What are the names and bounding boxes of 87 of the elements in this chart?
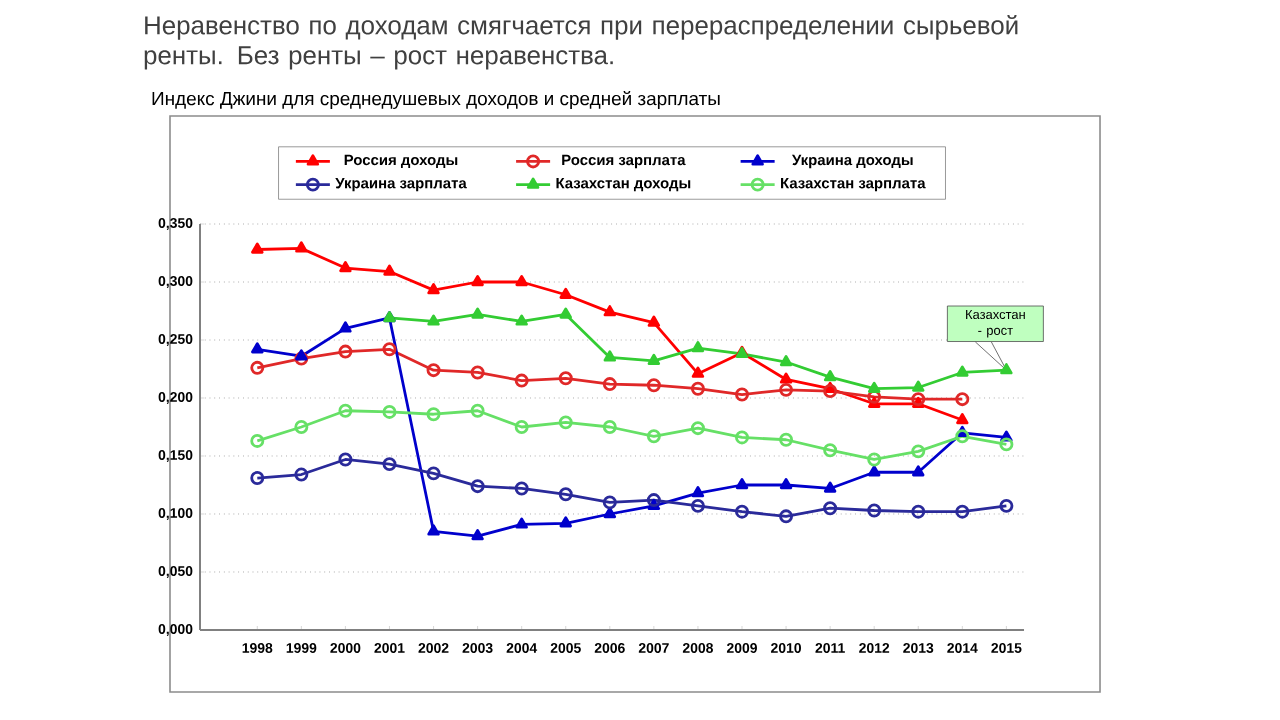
point (515, 275, 528, 287)
point (867, 503, 882, 518)
point (295, 349, 308, 361)
point (294, 420, 309, 434)
point (294, 467, 309, 482)
point (823, 370, 837, 382)
point (426, 466, 441, 481)
point (823, 481, 837, 493)
point (559, 516, 572, 528)
point (339, 321, 352, 333)
point (251, 242, 264, 254)
point (867, 381, 881, 393)
point (691, 486, 705, 498)
point (735, 430, 749, 445)
point (735, 504, 749, 519)
point (911, 504, 926, 519)
point (558, 415, 573, 430)
point (691, 341, 705, 353)
point (603, 350, 617, 362)
point (779, 372, 793, 384)
point (779, 382, 794, 397)
point (955, 429, 970, 444)
point (558, 371, 573, 386)
point (646, 378, 661, 393)
point (603, 507, 617, 519)
point (471, 529, 484, 541)
point (338, 344, 353, 359)
point (912, 380, 925, 392)
point (470, 403, 485, 418)
point (295, 241, 308, 253)
point (470, 479, 485, 494)
point (294, 351, 309, 366)
point (338, 403, 353, 418)
point (602, 420, 617, 434)
point (603, 305, 617, 317)
point (911, 444, 926, 459)
point (779, 432, 794, 447)
point (647, 315, 661, 327)
point (823, 501, 838, 516)
point (514, 420, 529, 434)
point (691, 366, 705, 378)
point (956, 413, 969, 425)
point (514, 373, 529, 388)
point (515, 517, 528, 529)
point (470, 365, 485, 380)
point (779, 478, 793, 490)
point (823, 384, 838, 399)
point (515, 314, 528, 326)
point (779, 509, 794, 524)
point (559, 307, 572, 319)
chart-title: Неравенство по доходам смягчается при перераспределении сырьевой ренты. Без ренты – рост неравенства. (144, 15, 1018, 70)
point (646, 429, 661, 444)
point (823, 443, 838, 458)
point (251, 342, 264, 354)
point (1000, 363, 1013, 375)
point (779, 355, 793, 367)
point (382, 404, 397, 419)
point (558, 487, 573, 502)
point (955, 504, 970, 519)
point (602, 495, 617, 510)
point (912, 465, 925, 477)
point (427, 283, 440, 295)
point (427, 524, 440, 536)
chart-subtitle: Индекс Джини для среднедушевых доходов и средней зарплаты (152, 91, 720, 110)
point (735, 478, 749, 490)
point (426, 407, 441, 422)
point (867, 452, 882, 467)
point (690, 421, 705, 436)
point (383, 264, 396, 276)
point (867, 465, 881, 477)
point (647, 353, 661, 366)
point (602, 377, 617, 392)
point (382, 342, 397, 357)
point (426, 363, 441, 378)
point (339, 261, 352, 273)
point (382, 457, 397, 472)
point (735, 387, 749, 402)
point (471, 275, 484, 287)
point (956, 365, 969, 377)
point (690, 381, 705, 396)
point (427, 314, 440, 326)
point (646, 493, 661, 508)
point (690, 498, 705, 513)
point (471, 307, 484, 319)
point (559, 287, 572, 299)
point (338, 452, 353, 467)
point (514, 481, 529, 496)
